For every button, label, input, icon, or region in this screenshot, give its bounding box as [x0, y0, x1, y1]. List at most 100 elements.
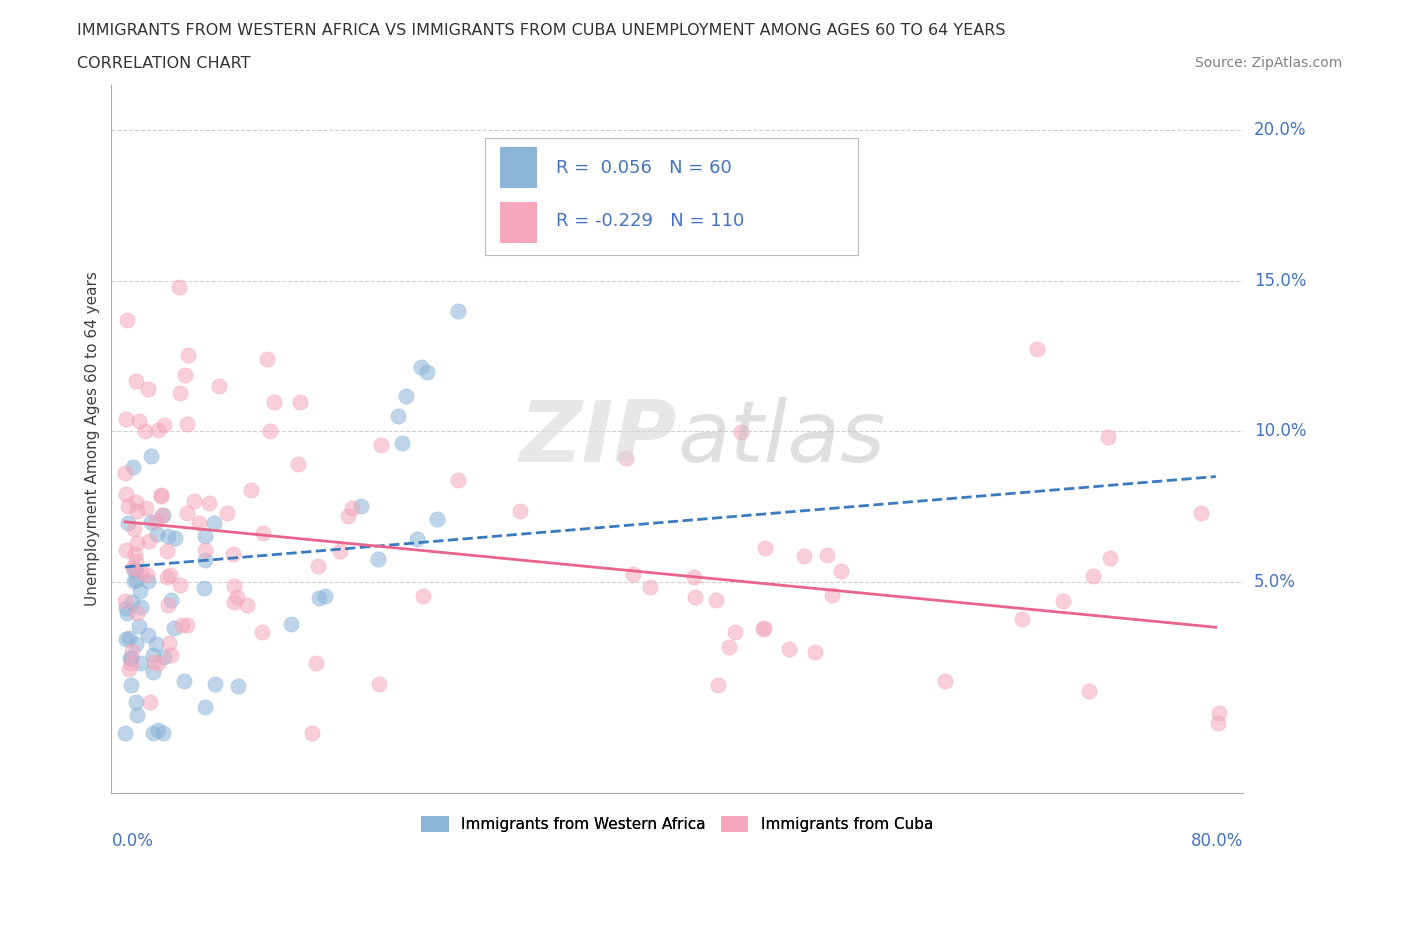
Point — [120, 650, 142, 665]
Point — [183, 493, 205, 508]
Point — [1077, 683, 1099, 698]
Point — [149, 488, 172, 503]
Point — [704, 593, 727, 608]
Point — [115, 312, 138, 327]
Point — [412, 589, 434, 604]
Point — [752, 620, 775, 635]
Point — [156, 529, 179, 544]
Point — [146, 723, 169, 737]
Point — [124, 546, 146, 561]
Text: 5.0%: 5.0% — [1254, 573, 1296, 591]
Point — [115, 412, 138, 427]
Point — [174, 368, 197, 383]
Point — [259, 424, 281, 439]
Point — [146, 655, 169, 670]
Point — [122, 573, 145, 588]
Point — [290, 394, 312, 409]
Point — [125, 535, 148, 550]
Point — [152, 725, 174, 740]
Point — [337, 509, 360, 524]
Point — [194, 552, 217, 567]
Point — [308, 591, 330, 605]
Point — [1206, 715, 1229, 730]
Point — [194, 542, 217, 557]
Point — [447, 303, 470, 318]
Point — [730, 425, 752, 440]
Point — [155, 543, 177, 558]
Point — [614, 451, 637, 466]
Point — [222, 579, 245, 594]
Point — [188, 515, 211, 530]
Point — [156, 569, 179, 584]
Point — [1098, 551, 1121, 565]
Point — [138, 534, 160, 549]
Point — [142, 725, 165, 740]
Point — [134, 423, 156, 438]
Point — [169, 386, 191, 401]
Point — [129, 600, 152, 615]
Point — [305, 656, 328, 671]
Point — [1097, 429, 1119, 444]
Point — [167, 280, 190, 295]
Point — [447, 472, 470, 487]
Point — [621, 566, 644, 581]
Point — [426, 512, 449, 526]
Text: CORRELATION CHART: CORRELATION CHART — [77, 56, 250, 71]
Point — [152, 507, 174, 522]
Point — [830, 564, 852, 578]
Point — [122, 561, 145, 576]
Point — [252, 525, 274, 540]
Point — [142, 655, 165, 670]
Point — [138, 628, 160, 643]
Point — [150, 508, 173, 523]
Point — [122, 522, 145, 537]
Point — [145, 637, 167, 652]
Text: 20.0%: 20.0% — [1254, 121, 1306, 139]
Point — [226, 679, 249, 694]
Point — [803, 644, 825, 659]
Point — [222, 547, 245, 562]
Point — [239, 483, 262, 498]
Text: 10.0%: 10.0% — [1254, 422, 1306, 440]
Point — [115, 631, 138, 646]
Point — [120, 677, 142, 692]
Point — [314, 589, 336, 604]
Point — [208, 379, 231, 393]
Point — [135, 568, 157, 583]
Point — [141, 448, 163, 463]
Point — [409, 359, 432, 374]
Point — [118, 631, 141, 645]
Point — [287, 457, 309, 472]
Point — [226, 590, 249, 604]
Point — [176, 417, 198, 432]
Point — [718, 640, 741, 655]
Point — [1208, 706, 1230, 721]
Point — [370, 437, 392, 452]
Point — [215, 506, 238, 521]
Point — [391, 436, 413, 451]
Text: Source: ZipAtlas.com: Source: ZipAtlas.com — [1195, 56, 1343, 70]
Point — [1081, 568, 1104, 583]
Point — [115, 606, 138, 621]
Point — [329, 543, 352, 558]
Point — [138, 695, 160, 710]
Point — [387, 409, 409, 424]
Point — [406, 532, 429, 547]
Text: 80.0%: 80.0% — [1191, 832, 1243, 850]
Point — [815, 548, 838, 563]
Point — [150, 488, 173, 503]
Point — [129, 656, 152, 671]
Point — [125, 373, 148, 388]
Point — [129, 565, 152, 579]
Point — [416, 365, 439, 379]
Point — [128, 618, 150, 633]
Point — [153, 418, 176, 432]
Point — [173, 674, 195, 689]
Point — [125, 636, 148, 651]
Point — [194, 528, 217, 543]
Point — [256, 352, 278, 366]
Point — [367, 551, 389, 566]
Point — [163, 620, 186, 635]
Point — [125, 504, 148, 519]
Point — [176, 505, 198, 520]
